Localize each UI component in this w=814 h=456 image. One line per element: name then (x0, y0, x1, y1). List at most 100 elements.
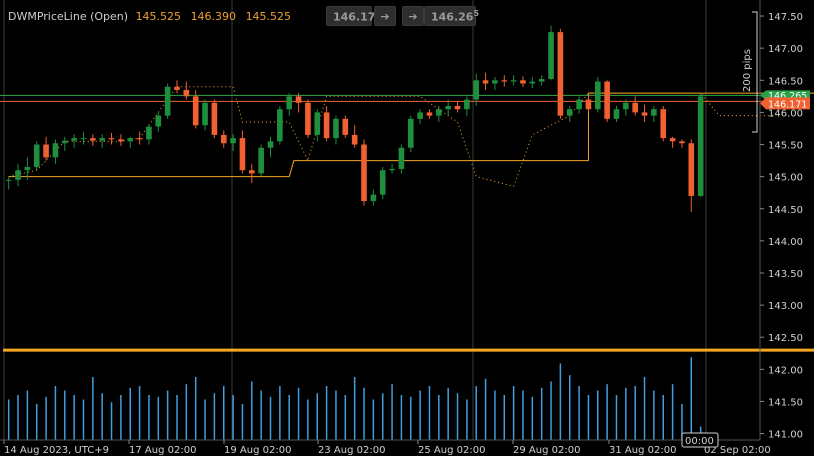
candle-body (651, 109, 657, 116)
candle-body (108, 138, 115, 140)
candle-body (174, 86, 180, 90)
price-tick-label: 141.50 (768, 397, 803, 408)
candle-body (482, 80, 489, 84)
price-tick-label: 144.00 (768, 237, 803, 248)
candle-body (239, 138, 246, 171)
candle-body (398, 147, 405, 169)
time-tick-label: 25 Aug 02:00 (418, 445, 485, 456)
bid-price-tag (760, 97, 810, 110)
sell-button[interactable]: 146.171 (326, 6, 381, 26)
candle-body (33, 144, 40, 168)
dwm-open-line (3, 348, 814, 352)
candle-body (436, 109, 442, 116)
candle-body (679, 141, 685, 144)
price-tick-label: 146.50 (768, 76, 803, 87)
candle-body (230, 138, 236, 144)
buy-price: 146.26 (431, 10, 474, 24)
price-tick-label: 147.50 (768, 12, 803, 23)
candle-body (473, 80, 480, 100)
candle-body (61, 140, 68, 144)
candle-body (52, 143, 59, 158)
candle-body (604, 81, 610, 119)
pips-ruler-label: 200 pips (742, 49, 753, 93)
price-tick-label: 143.00 (768, 301, 803, 312)
indicator-name: DWMPriceLine (Open) (8, 10, 129, 23)
candle-body (277, 109, 283, 142)
time-tick-label: 31 Aug 02:00 (609, 445, 676, 456)
arrow-right-icon[interactable]: ➔ (374, 6, 396, 26)
candle-body (164, 86, 171, 116)
indicator-value-2: 146.390 (190, 10, 237, 23)
candle-body (641, 112, 648, 116)
candle-body (557, 32, 564, 116)
candle-body (127, 138, 134, 142)
price-tick-label: 146.00 (768, 108, 803, 119)
time-tick-label: 23 Aug 02:00 (318, 445, 385, 456)
candle-body (192, 96, 199, 126)
buy-button[interactable]: 146.265 (424, 6, 480, 26)
crosshair-time-box (681, 432, 719, 448)
candle-body (445, 105, 451, 110)
candle-body (155, 115, 162, 127)
price-tick-label: 142.00 (768, 365, 803, 376)
candle-body (43, 144, 49, 158)
candle-body (99, 138, 105, 141)
price-tick-label: 141.00 (768, 430, 803, 441)
candle-body (538, 79, 545, 82)
candle-body (501, 80, 508, 82)
candle-body (594, 81, 601, 110)
candle-body (548, 32, 554, 80)
candle-body (669, 138, 676, 142)
indicator-value-1: 145.525 (135, 10, 182, 23)
candle-body (454, 105, 461, 110)
candle-body (660, 109, 667, 139)
candle-body (267, 141, 274, 148)
candle-body (333, 118, 339, 139)
arrow-right-icon[interactable]: ➔ (402, 6, 424, 26)
candle-body (15, 170, 21, 180)
candle-body (697, 96, 704, 196)
indicator-value-3: 145.525 (245, 10, 292, 23)
time-tick-label: 19 Aug 02:00 (224, 445, 291, 456)
sell-price: 146.17 (333, 10, 376, 24)
candle-body (464, 99, 470, 110)
price-tick-label: 147.00 (768, 44, 803, 55)
dwm-price-line (8, 92, 814, 178)
candle-body (576, 99, 582, 110)
candle-body (426, 112, 433, 116)
candle-body (389, 168, 395, 171)
candle-body (24, 167, 31, 171)
candle-body (248, 170, 255, 174)
crosshair-time-label: 00:00 (685, 436, 714, 447)
candle-body (520, 80, 526, 84)
candle-body (5, 179, 12, 181)
candle-body (305, 102, 311, 135)
candle-body (202, 102, 208, 126)
candle-body (379, 170, 386, 195)
price-tick-label: 145.50 (768, 141, 803, 152)
candle-body (220, 134, 227, 144)
price-tick-label: 145.00 (768, 173, 803, 184)
candle-body (585, 99, 592, 110)
candle-body (529, 81, 536, 84)
candle-body (71, 138, 77, 141)
candle-body (342, 118, 349, 135)
buy-price-sub: 5 (473, 8, 480, 18)
candle-body (323, 112, 330, 139)
candle-body (314, 112, 321, 135)
price-tick-label: 142.50 (768, 333, 803, 344)
candle-body (211, 102, 218, 135)
time-tick-label: 17 Aug 02:00 (129, 445, 196, 456)
indicator-legend: DWMPriceLine (Open) 145.525 146.390 145.… (8, 10, 297, 23)
candle-body (688, 143, 695, 196)
candle-body (183, 89, 190, 97)
candle-body (258, 147, 264, 174)
candle-body (351, 134, 358, 145)
candle-body (492, 80, 498, 84)
candle-body (286, 96, 293, 110)
bid-price-tag-label: 146.171 (768, 99, 807, 110)
candle-body (632, 102, 638, 113)
candle-body (417, 112, 423, 119)
time-tick-label: 02 Sep 02:00 (704, 445, 771, 456)
